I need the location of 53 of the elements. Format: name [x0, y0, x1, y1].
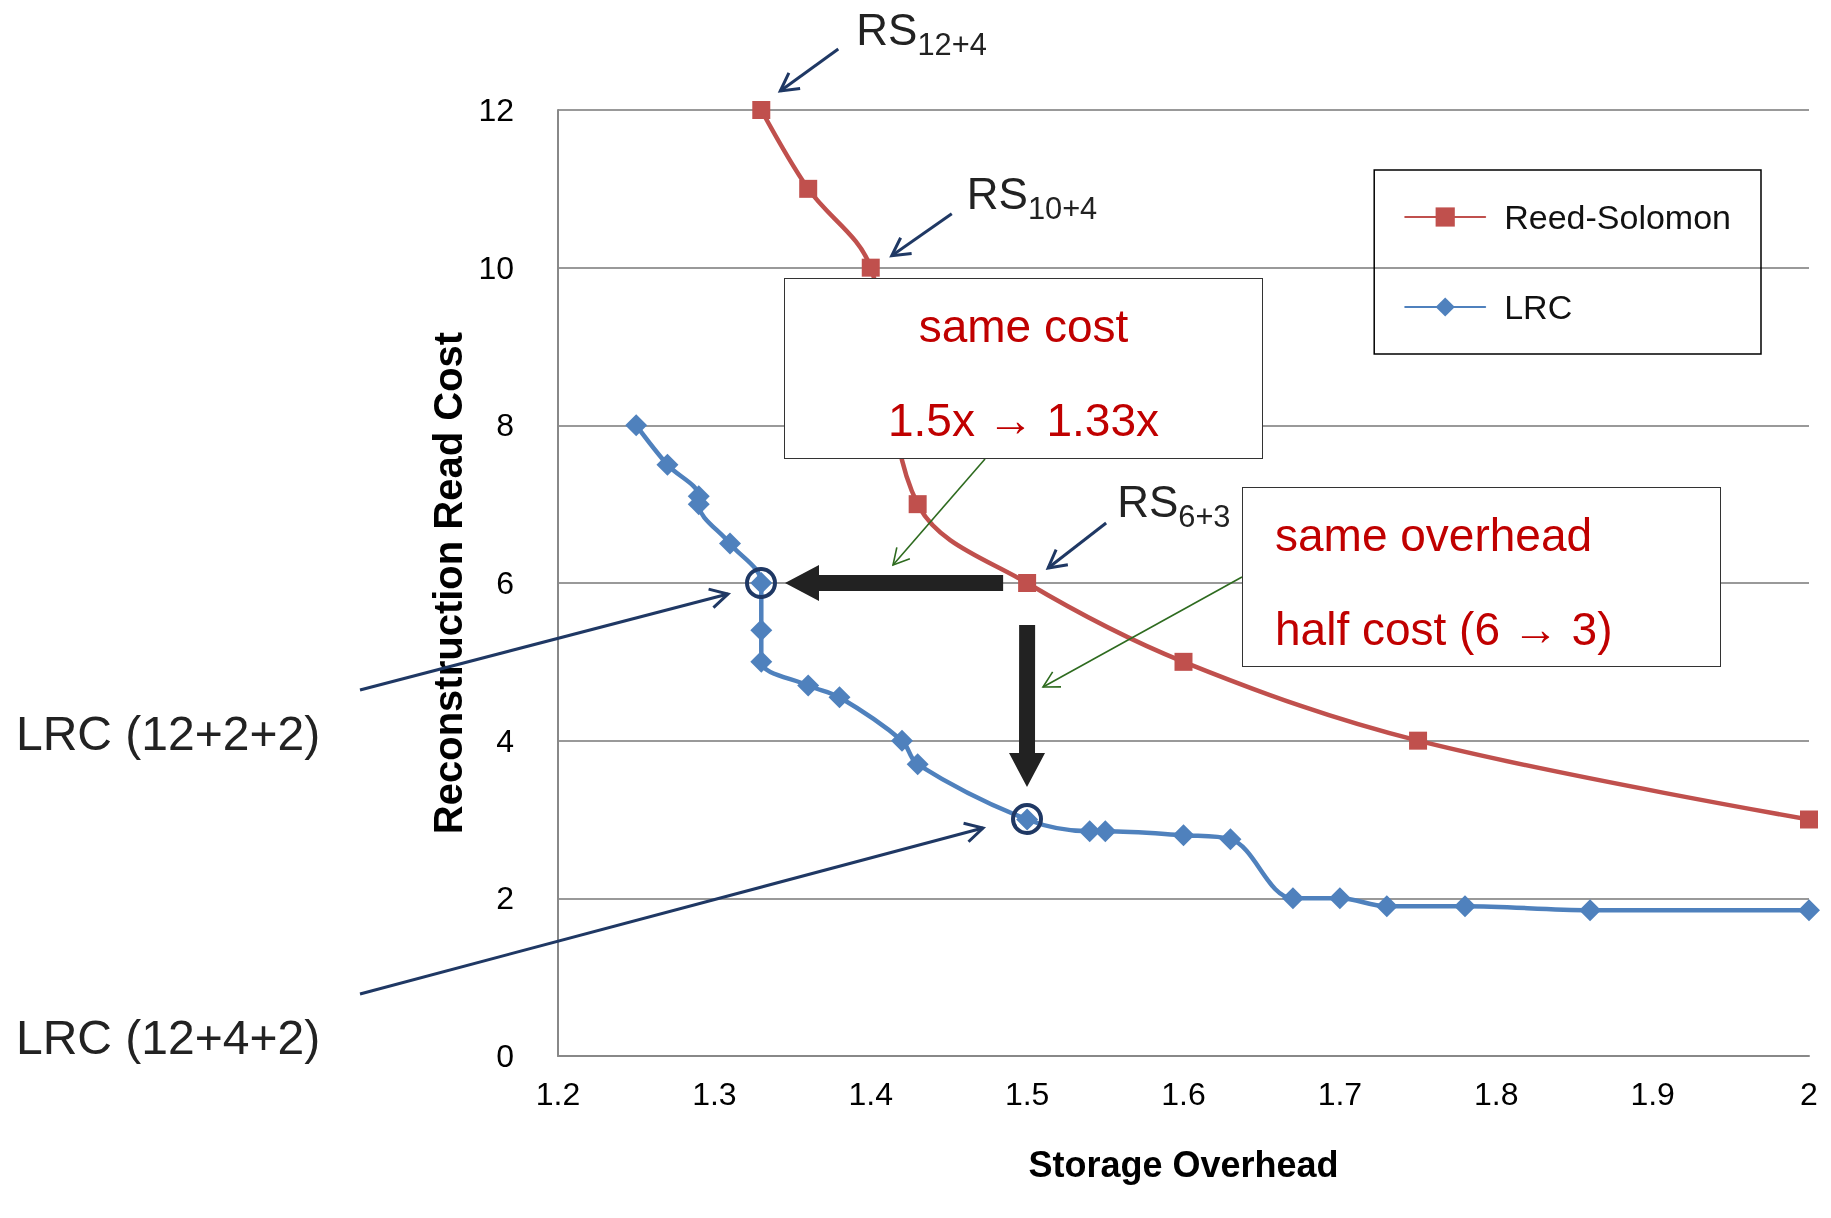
point	[891, 729, 914, 752]
y-tick-label: 0	[496, 1038, 514, 1074]
x-tick-label: 1.6	[1161, 1076, 1206, 1112]
x-tick-label: 1.9	[1630, 1076, 1675, 1112]
point	[799, 179, 818, 198]
note-box: same overhead half cost (6 → 3)	[1242, 487, 1721, 667]
point	[1174, 652, 1193, 671]
y-tick-label: 10	[478, 249, 514, 286]
y-tick-label: 8	[496, 407, 514, 444]
point	[625, 414, 648, 437]
x-tick-label: 1.4	[848, 1076, 893, 1112]
point	[1453, 895, 1476, 918]
point	[906, 753, 929, 776]
point	[1172, 824, 1195, 847]
point	[719, 532, 742, 555]
point	[1018, 574, 1037, 592]
y-tick-label: 4	[496, 722, 514, 759]
point	[1798, 899, 1820, 922]
point	[828, 686, 851, 709]
point	[861, 258, 880, 277]
text: LRC (12+4+2)	[16, 1011, 321, 1065]
x-axis-title: Storage Overhead	[1028, 1143, 1339, 1185]
x-tick-label: 1.8	[1474, 1076, 1519, 1112]
x-tick-label: 1.5	[1004, 1076, 1050, 1112]
x-tick-label: 1.3	[692, 1076, 737, 1112]
point	[1094, 820, 1117, 843]
point	[1375, 895, 1398, 918]
point	[750, 619, 773, 642]
annotation: RS$_{12+4}$	[856, 5, 987, 62]
point	[750, 650, 773, 673]
legend-label: LRC	[1504, 288, 1573, 326]
point	[656, 453, 679, 476]
point	[1579, 899, 1602, 922]
y-tick-label: 6	[496, 565, 514, 601]
point	[1281, 887, 1304, 910]
y-axis-title: Reconstruction Read Cost	[425, 331, 470, 835]
x-tick-label: 1.7	[1317, 1076, 1363, 1112]
point	[1328, 887, 1351, 910]
legend-label: Reed-Solomon	[1504, 198, 1731, 236]
text: LRC (12+2+2)	[16, 707, 321, 761]
y-tick-label: 12	[478, 92, 514, 128]
point	[797, 674, 820, 697]
y-tick-label: 2	[496, 880, 514, 917]
x-tick-label: 1.2	[535, 1076, 581, 1112]
point	[908, 495, 927, 514]
annotation: RS$_{10+4}$	[966, 168, 1098, 226]
annotation: RS$_{6+3}$	[1117, 477, 1231, 534]
note-box: same cost 1.5x → 1.33x	[784, 278, 1263, 459]
point	[752, 101, 771, 119]
point	[1800, 810, 1818, 829]
point	[1219, 828, 1242, 851]
x-tick-label: 2	[1800, 1076, 1818, 1112]
point	[1409, 731, 1428, 750]
